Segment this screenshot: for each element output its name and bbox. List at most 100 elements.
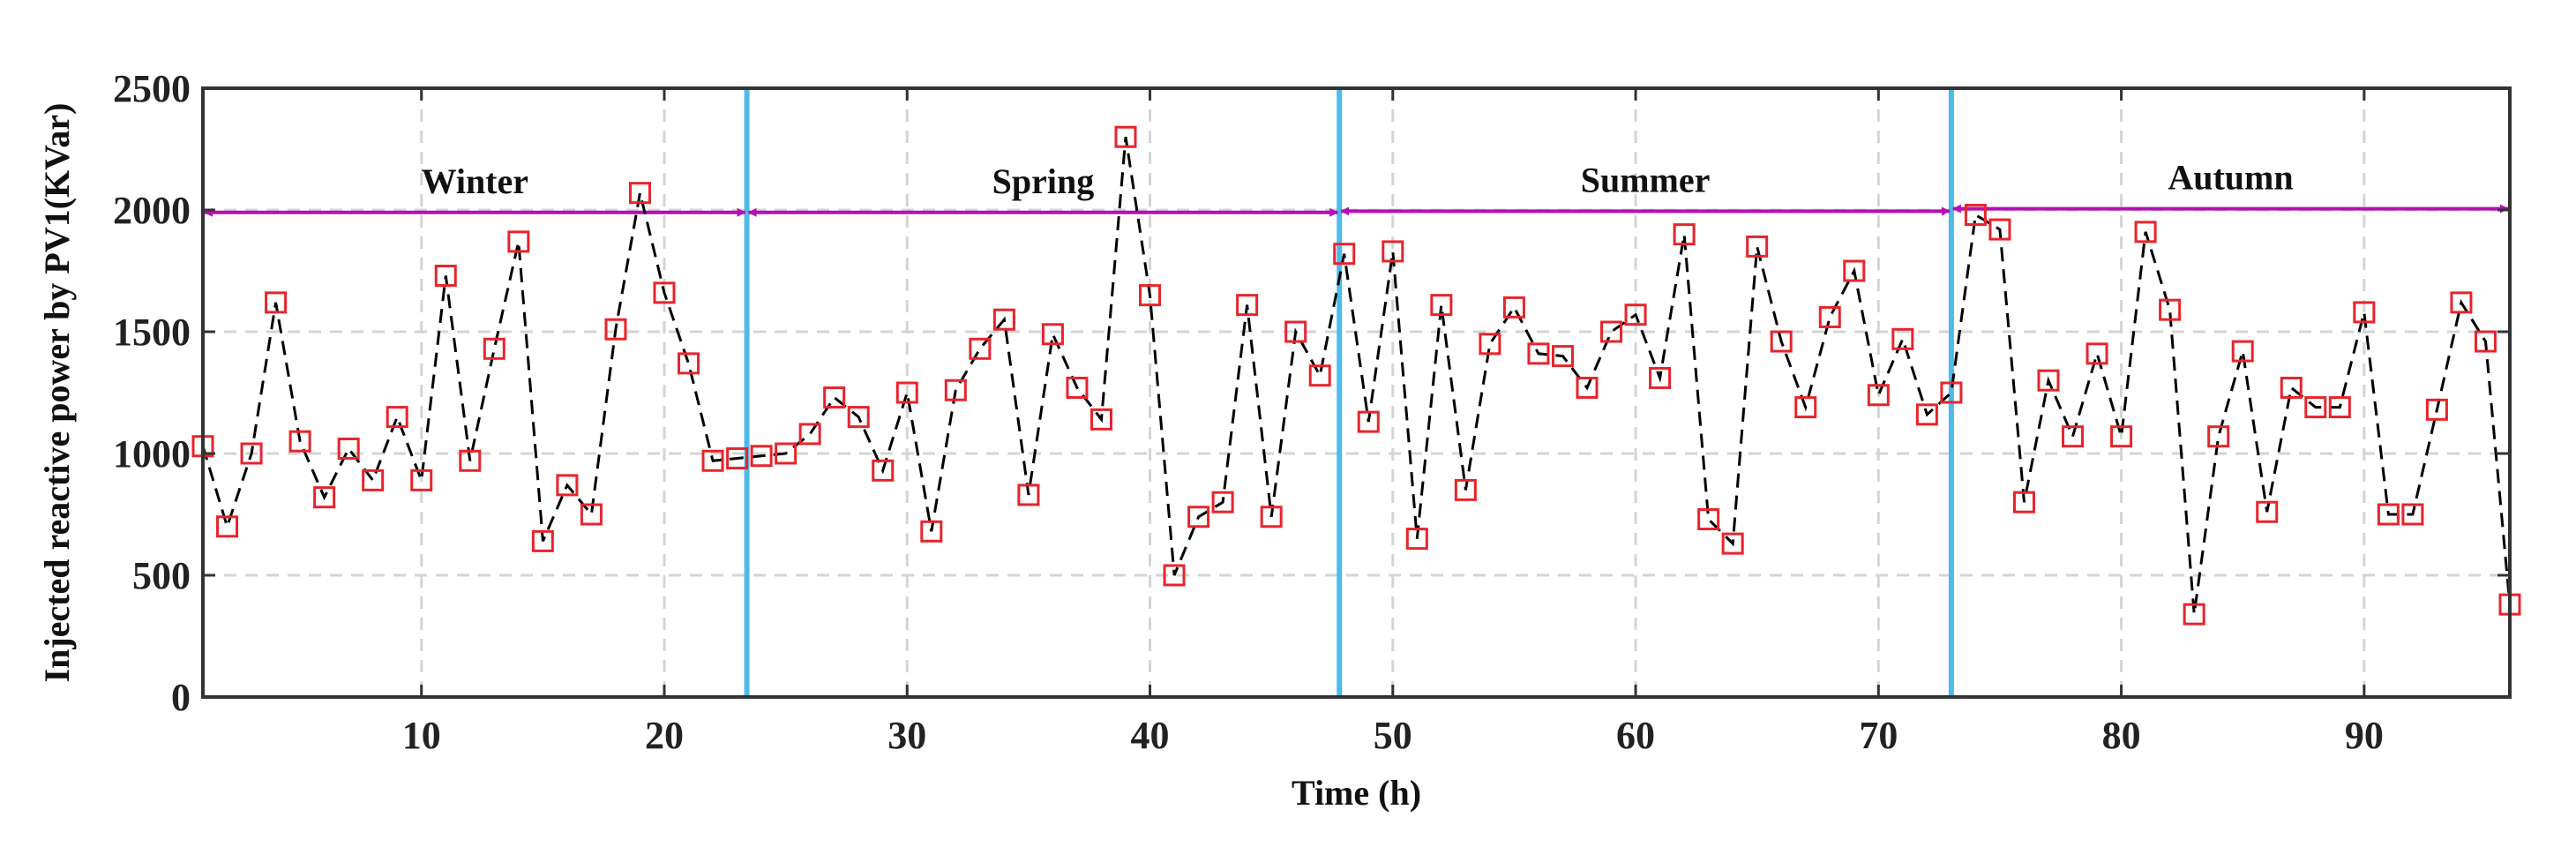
data-point-marker bbox=[2110, 425, 2133, 448]
data-point-marker bbox=[628, 182, 651, 205]
season-annotations: Winter Spring Summer Autumn bbox=[204, 88, 2509, 697]
data-point-marker bbox=[1454, 478, 1477, 501]
data-point-marker bbox=[1211, 491, 1234, 513]
data-point-marker bbox=[410, 468, 433, 491]
data-point-marker bbox=[992, 308, 1015, 331]
data-point-marker bbox=[2062, 425, 2085, 448]
data-point-marker bbox=[1843, 259, 1866, 282]
data-point-marker bbox=[2328, 396, 2351, 419]
data-point-marker bbox=[2134, 221, 2157, 244]
data-point-marker bbox=[726, 447, 749, 470]
data-point-marker bbox=[2159, 298, 2182, 321]
data-point-marker bbox=[2256, 500, 2279, 523]
x-tick-label: 30 bbox=[887, 714, 926, 757]
data-point-marker bbox=[1090, 408, 1112, 431]
data-point-marker bbox=[1915, 403, 1938, 426]
data-point-marker bbox=[288, 430, 311, 453]
data-point-marker bbox=[362, 468, 385, 491]
data-point-marker bbox=[1964, 204, 1987, 227]
data-point-marker bbox=[1891, 327, 1914, 350]
data-point-marker bbox=[1649, 366, 1672, 389]
data-point-marker bbox=[531, 529, 554, 552]
x-tick-label: 20 bbox=[645, 714, 684, 757]
data-point-marker bbox=[1794, 396, 1817, 419]
data-point-marker bbox=[1673, 223, 1696, 246]
data-point-marker bbox=[1357, 410, 1380, 433]
y-tick-label: 0 bbox=[171, 676, 191, 719]
data-point-marker bbox=[1818, 305, 1841, 328]
data-point-marker bbox=[434, 265, 457, 288]
data-point-marker bbox=[2304, 396, 2327, 419]
data-point-marker bbox=[507, 230, 530, 253]
data-point-marker bbox=[1600, 320, 1623, 343]
data-point-marker bbox=[2353, 301, 2376, 324]
data-point-marker bbox=[1867, 384, 1890, 407]
data-point-marker bbox=[701, 449, 724, 472]
data-point-marker bbox=[2037, 369, 2060, 392]
y-tick-label: 2500 bbox=[113, 67, 191, 110]
data-point-marker bbox=[847, 406, 870, 429]
y-tick-label: 2000 bbox=[113, 189, 191, 232]
data-series bbox=[191, 125, 2521, 626]
data-point-marker bbox=[459, 449, 482, 472]
data-point-marker bbox=[1576, 376, 1599, 399]
grid-lines bbox=[203, 88, 2510, 697]
data-point-marker bbox=[240, 442, 263, 465]
series-line bbox=[201, 136, 2512, 615]
data-point-marker bbox=[895, 381, 918, 404]
data-point-marker bbox=[2231, 340, 2254, 363]
y-tick-label: 1500 bbox=[113, 311, 191, 354]
data-point-marker bbox=[1333, 243, 1356, 266]
x-tick-label: 10 bbox=[402, 714, 441, 757]
data-point-marker bbox=[1746, 235, 1769, 258]
data-point-marker bbox=[2377, 503, 2400, 526]
data-point-marker bbox=[969, 337, 992, 360]
data-point-marker bbox=[1017, 483, 1040, 506]
y-axis-title: Injected reactive power by PV1(KVar) bbox=[37, 103, 77, 683]
data-point-marker bbox=[2474, 330, 2497, 353]
data-point-marker bbox=[1236, 294, 1259, 317]
data-point-marker bbox=[2450, 291, 2473, 314]
y-tick-label: 500 bbox=[132, 554, 191, 597]
data-point-marker bbox=[1260, 506, 1283, 528]
data-point-marker bbox=[1721, 532, 1744, 555]
season-label: Winter bbox=[422, 161, 528, 201]
data-point-marker bbox=[2425, 398, 2448, 421]
data-point-marker bbox=[823, 386, 846, 409]
data-point-marker bbox=[944, 379, 967, 401]
data-point-marker bbox=[1308, 364, 1331, 387]
x-tick-label: 60 bbox=[1616, 714, 1655, 757]
season-label: Spring bbox=[992, 161, 1095, 201]
data-point-marker bbox=[580, 503, 603, 526]
data-point-marker bbox=[2012, 491, 2035, 513]
data-point-marker bbox=[2401, 503, 2424, 526]
data-point-marker bbox=[1502, 296, 1525, 319]
x-tick-label: 80 bbox=[2102, 714, 2141, 757]
data-point-marker bbox=[1187, 506, 1210, 528]
data-point-marker bbox=[1163, 564, 1186, 587]
data-point-marker bbox=[2183, 603, 2205, 626]
data-point-marker bbox=[337, 437, 360, 460]
data-point-marker bbox=[2086, 342, 2108, 365]
data-point-marker bbox=[604, 318, 627, 341]
data-point-marker bbox=[1551, 345, 1574, 368]
data-point-marker bbox=[1430, 294, 1453, 317]
data-point-marker bbox=[483, 337, 505, 360]
data-point-marker bbox=[2207, 425, 2230, 448]
data-point-marker bbox=[1041, 323, 1064, 346]
data-point-marker bbox=[653, 281, 676, 304]
data-point-marker bbox=[1988, 218, 2011, 241]
data-point-marker bbox=[798, 423, 821, 446]
data-point-marker bbox=[1479, 333, 1501, 356]
data-point-marker bbox=[1624, 304, 1647, 326]
data-point-marker bbox=[1770, 330, 1793, 353]
data-point-marker bbox=[556, 474, 579, 497]
data-point-marker bbox=[386, 406, 408, 429]
data-point-marker bbox=[1382, 240, 1404, 263]
data-point-marker bbox=[1697, 508, 1720, 531]
x-tick-label: 90 bbox=[2345, 714, 2384, 757]
x-tick-label: 50 bbox=[1374, 714, 1412, 757]
season-label: Summer bbox=[1581, 160, 1711, 199]
data-point-marker bbox=[1139, 284, 1162, 307]
